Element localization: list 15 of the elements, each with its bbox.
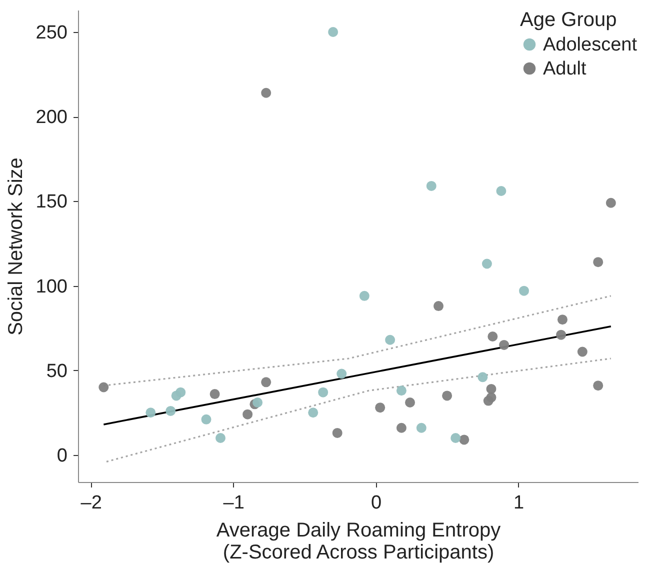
- legend-title: Age Group: [520, 9, 617, 31]
- y-tick-label: 50: [46, 360, 68, 382]
- y-tick-label: 150: [36, 192, 68, 213]
- x-tick-label: –1: [223, 492, 244, 514]
- y-tick-label: 100: [36, 276, 68, 298]
- x-tick-label: –2: [80, 492, 102, 514]
- x-axis-title: Average Daily Roaming Entropy (Z-Scored Across Participants): [216, 520, 501, 564]
- x-tick-label: 0: [371, 492, 382, 514]
- y-tick-label: 200: [36, 107, 68, 128]
- x-tick-label: 1: [514, 492, 524, 514]
- legend-label: Adolescent: [543, 34, 638, 56]
- y-axis-title: Social Network Size: [4, 158, 27, 336]
- y-tick-label: 0: [56, 445, 68, 466]
- legend-label: Adult: [543, 58, 588, 80]
- y-tick-label: 250: [36, 22, 68, 44]
